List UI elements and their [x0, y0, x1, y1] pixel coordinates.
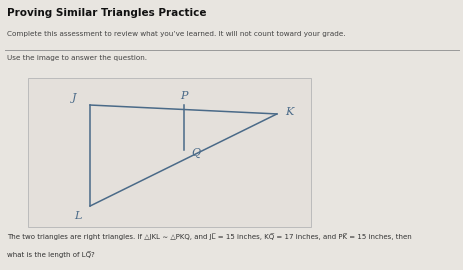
- Text: what is the length of LQ̅?: what is the length of LQ̅?: [7, 252, 94, 258]
- Text: J: J: [72, 93, 76, 103]
- Text: L: L: [74, 211, 81, 221]
- Text: K: K: [284, 107, 292, 117]
- Text: Proving Similar Triangles Practice: Proving Similar Triangles Practice: [7, 8, 206, 18]
- Bar: [28, 78, 310, 227]
- Text: Use the image to answer the question.: Use the image to answer the question.: [7, 55, 147, 61]
- Text: The two triangles are right triangles. If △JKL ∼ △PKQ, and JL̅ = 15 inches, KQ̅ : The two triangles are right triangles. I…: [7, 234, 411, 240]
- Text: Q: Q: [191, 147, 200, 158]
- Text: P: P: [179, 91, 187, 101]
- Text: Complete this assessment to review what you’ve learned. It will not count toward: Complete this assessment to review what …: [7, 31, 345, 37]
